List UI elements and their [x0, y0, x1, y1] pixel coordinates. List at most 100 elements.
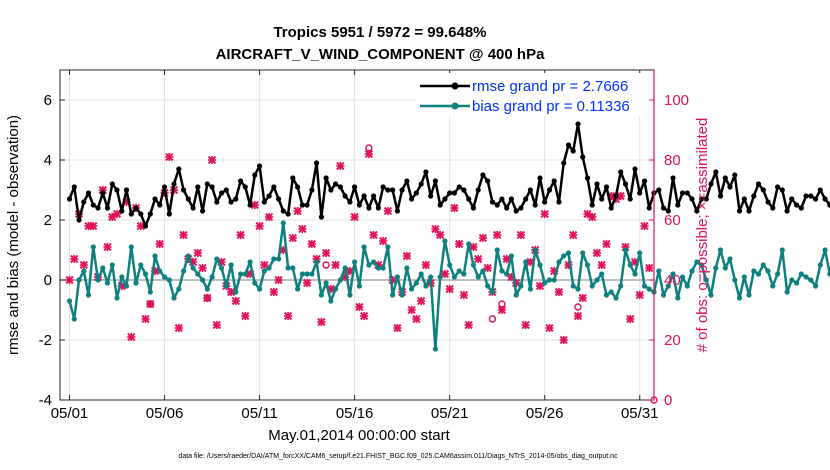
bias-point	[803, 274, 809, 280]
rmse-point	[475, 187, 481, 193]
rmse-point	[808, 193, 814, 199]
rmse-point	[66, 196, 73, 202]
rmse-point	[128, 211, 134, 217]
rmse-point	[133, 205, 139, 211]
rmse-point	[285, 211, 291, 217]
obs-assimilated-marker	[322, 248, 331, 258]
bias-point	[775, 271, 781, 277]
bias-point	[717, 247, 724, 253]
bias-point	[480, 268, 486, 274]
rmse-point	[152, 196, 158, 202]
bias-point	[689, 268, 695, 274]
rmse-point	[561, 160, 567, 166]
obs-assimilated-marker	[455, 239, 464, 249]
rmse-point	[456, 184, 462, 190]
obs-assimilated-marker	[626, 314, 635, 324]
obs-assimilated-marker	[393, 323, 402, 333]
rmse-point	[713, 169, 719, 175]
bias-point	[394, 274, 400, 280]
obs-assimilated-marker	[645, 263, 654, 273]
obs-assimilated-marker	[573, 311, 583, 321]
bias-point	[670, 271, 676, 277]
y-tick-label: 6	[44, 92, 52, 109]
rmse-point	[480, 172, 486, 178]
bias-point	[451, 274, 457, 280]
rmse-point	[703, 196, 709, 202]
bias-point	[504, 271, 510, 277]
rmse-point	[204, 181, 210, 187]
bias-point	[622, 247, 629, 253]
bias-point	[104, 280, 111, 286]
rmse-point	[485, 178, 491, 184]
rmse-point	[527, 187, 534, 193]
bias-point	[161, 274, 168, 280]
rmse-point	[185, 196, 191, 202]
rmse-point	[770, 205, 776, 211]
bias-point	[527, 286, 534, 292]
bias-point	[409, 286, 415, 292]
bias-point	[328, 298, 334, 304]
bias-point	[513, 292, 519, 298]
bias-point	[532, 247, 538, 253]
bias-point	[575, 286, 581, 292]
y2-axis-label: # of obs: o=possible; ×=assimilated	[694, 118, 711, 353]
bias-point	[342, 265, 348, 271]
rmse-point	[76, 217, 82, 223]
bias-point	[537, 262, 543, 268]
legend-bias-label: bias grand pr = 0.11336	[472, 98, 630, 115]
rmse-point	[523, 196, 529, 202]
rmse-point	[123, 187, 130, 193]
y-tick-label: -2	[39, 332, 52, 349]
bias-point	[570, 283, 576, 289]
rmse-point	[613, 193, 619, 199]
obs-assimilated-marker	[569, 230, 578, 240]
bias-point	[428, 274, 434, 280]
x-axis-label: May.01,2014 00:00:00 start	[268, 427, 450, 444]
rmse-point	[684, 190, 690, 196]
obs-assimilated-marker	[545, 323, 554, 333]
x-tick-label: 05/11	[241, 405, 277, 422]
grid-lines	[60, 70, 654, 401]
rmse-point	[437, 202, 443, 208]
bias-point	[546, 277, 553, 283]
rmse-point	[142, 223, 149, 229]
obs-assimilated-marker	[79, 260, 88, 270]
bias-point	[200, 277, 206, 283]
obs-assimilated-marker	[307, 239, 316, 249]
bias-point	[171, 295, 177, 301]
x-tick-label: 05/26	[526, 405, 564, 422]
rmse-point	[637, 190, 643, 196]
bias-point	[556, 259, 562, 265]
bias-point	[684, 283, 690, 289]
rmse-point	[276, 196, 282, 202]
rmse-point	[432, 178, 438, 184]
obs-assimilated-marker	[331, 260, 340, 270]
bias-point	[746, 292, 752, 298]
rmse-point	[608, 205, 614, 211]
rmse-point	[741, 196, 747, 202]
bias-point	[437, 274, 443, 280]
rmse-point	[632, 166, 638, 172]
rmse-point	[394, 208, 400, 214]
y-tick-label: -4	[39, 392, 52, 409]
bias-point	[432, 346, 438, 352]
bias-point	[646, 286, 652, 292]
rmse-point	[390, 187, 396, 193]
y2-tick-label: 80	[664, 152, 681, 169]
rmse-point	[556, 199, 562, 205]
rmse-point	[779, 187, 785, 193]
bias-point	[561, 253, 567, 259]
obs-assimilated-marker	[179, 230, 188, 240]
bias-point	[618, 283, 624, 289]
rmse-point	[580, 154, 586, 160]
y2-axis-ticks: 0 20 40 60 80 100	[649, 92, 689, 409]
bias-point	[85, 292, 92, 298]
obs-assimilated-marker	[127, 332, 136, 342]
rmse-point	[722, 175, 728, 181]
bias-series-line	[68, 221, 830, 351]
bias-point	[584, 262, 591, 268]
bias-point	[66, 298, 73, 304]
rmse-point	[518, 205, 524, 211]
obs-assimilated-marker	[478, 233, 488, 243]
rmse-point	[618, 169, 624, 175]
